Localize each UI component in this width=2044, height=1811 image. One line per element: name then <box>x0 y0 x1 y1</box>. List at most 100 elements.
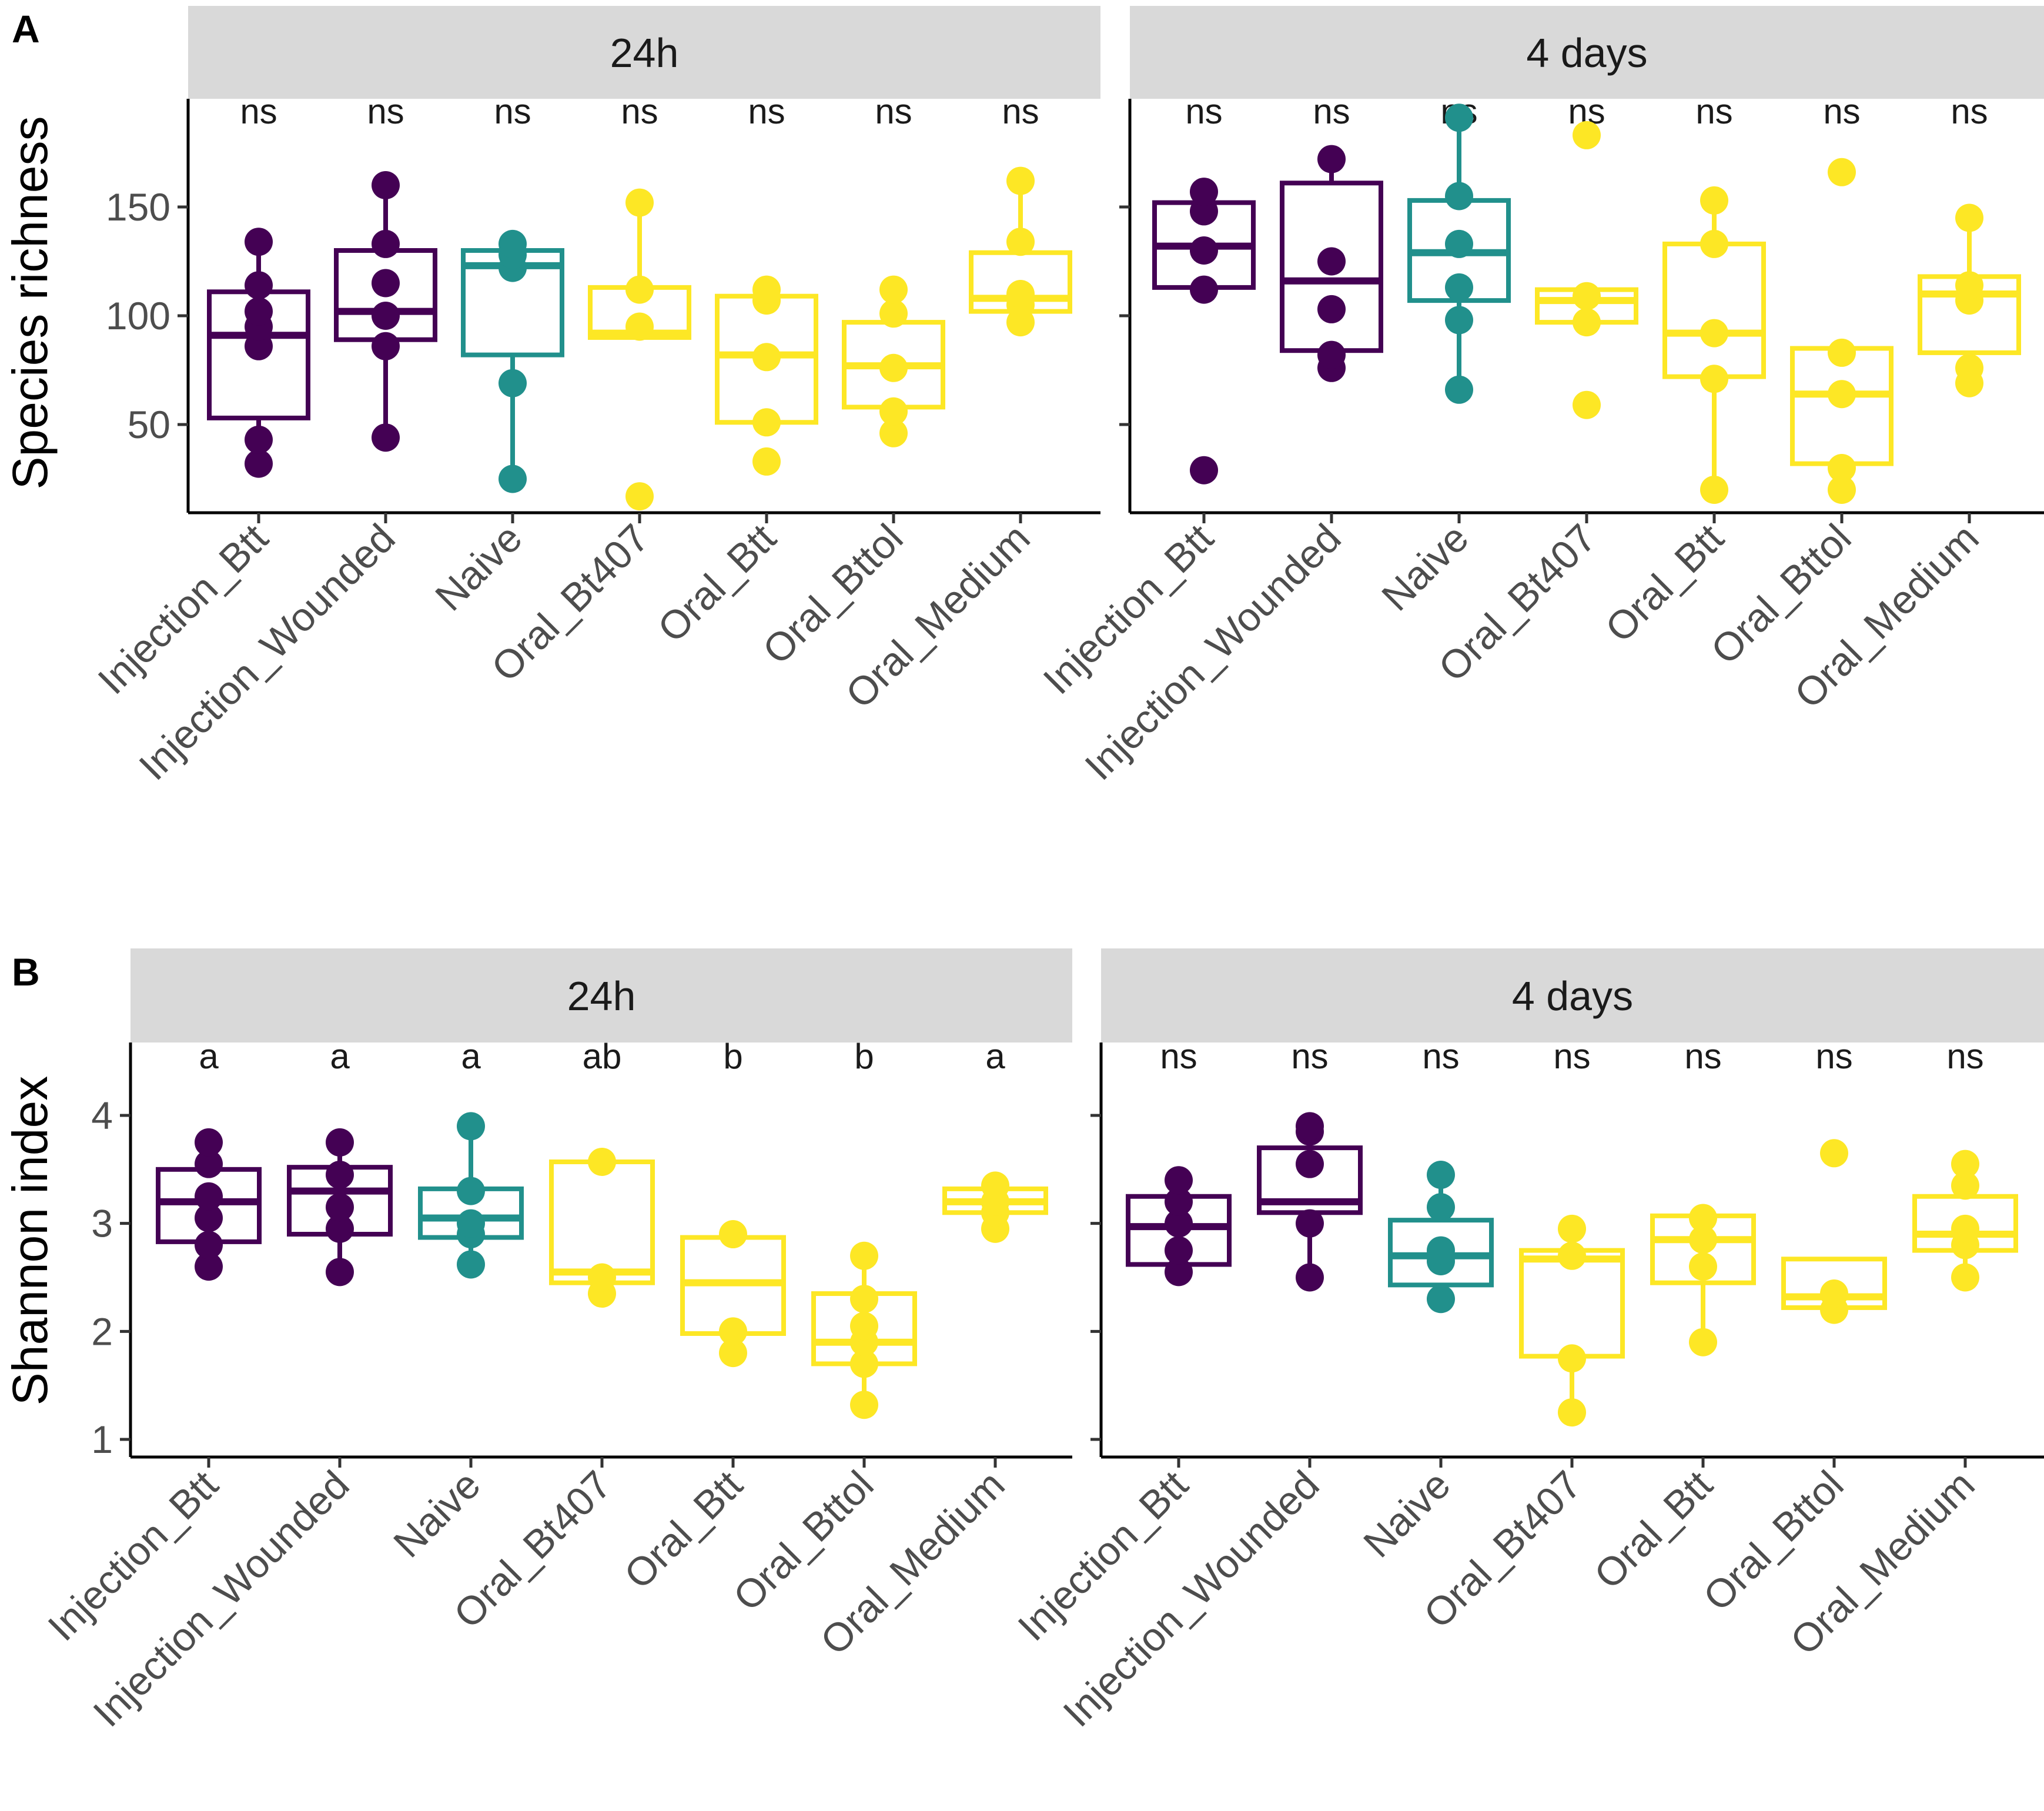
data-point-B-24h-Oral_Bt407-1 <box>588 1263 616 1292</box>
data-point-A-4-days-Oral_Btt-2 <box>1700 319 1728 348</box>
data-point-A-4-days-Naive-3 <box>1445 229 1473 258</box>
x-tick-label-A-4-days-Oral_Btt: Oral_Btt <box>1597 516 1732 651</box>
significance-label-A-24h-Injection_Btt: ns <box>240 92 277 131</box>
data-point-A-4-days-Oral_Bt407-2 <box>1573 282 1601 310</box>
data-point-B-4-days-Injection_Wounded-2 <box>1296 1150 1324 1178</box>
facet-strip-label-A-4-days: 4 days <box>1526 30 1647 76</box>
data-point-A-24h-Oral_Bttol-4 <box>879 275 908 304</box>
data-point-A-24h-Oral_Bt407-1 <box>625 312 654 341</box>
data-point-A-24h-Injection_Btt-0 <box>245 449 273 478</box>
facet-strip-label-A-24h: 24h <box>610 30 679 76</box>
data-point-B-4-days-Naive-0 <box>1427 1285 1455 1314</box>
data-point-B-4-days-Injection_Btt-2 <box>1165 1209 1193 1238</box>
data-point-B-4-days-Naive-2 <box>1427 1236 1455 1265</box>
data-point-A-24h-Injection_Btt-1 <box>245 425 273 454</box>
data-point-B-24h-Injection_Wounded-4 <box>326 1128 354 1157</box>
data-point-A-4-days-Oral_Bttol-2 <box>1828 380 1856 409</box>
y-tick-label-3: 3 <box>91 1202 113 1245</box>
significance-label-A-24h-Naive: ns <box>494 92 531 131</box>
y-axis-title: Shannon index <box>2 1076 58 1405</box>
significance-label-B-4-days-Oral_Btt: ns <box>1684 1037 1721 1076</box>
x-tick-label-A-4-days-Injection_Wounded: Injection_Wounded <box>1076 516 1350 789</box>
data-point-A-4-days-Naive-2 <box>1445 273 1473 302</box>
data-point-B-4-days-Naive-4 <box>1427 1161 1455 1189</box>
data-point-B-24h-Oral_Btt-1 <box>719 1317 747 1346</box>
x-tick-label-B-24h-Naive: Naive <box>385 1462 489 1566</box>
data-point-B-24h-Naive-3 <box>457 1177 485 1205</box>
x-tick-label-A-24h-Naive: Naive <box>427 516 531 620</box>
significance-label-B-24h-Oral_Medium: a <box>985 1037 1005 1076</box>
data-point-B-4-days-Naive-3 <box>1427 1193 1455 1222</box>
data-point-A-4-days-Injection_Wounded-3 <box>1317 247 1346 276</box>
data-point-B-4-days-Oral_Bttol-2 <box>1820 1139 1848 1168</box>
data-point-A-24h-Oral_Btt-2 <box>752 343 781 372</box>
data-point-B-4-days-Injection_Btt-1 <box>1165 1236 1193 1265</box>
data-point-A-4-days-Naive-4 <box>1445 182 1473 210</box>
data-point-A-24h-Oral_Bttol-2 <box>879 353 908 382</box>
data-point-A-24h-Injection_Wounded-2 <box>372 302 400 330</box>
facet-strip-B-4-days <box>1101 948 2044 1043</box>
box-A-4-days-Oral_Btt <box>1662 241 1766 379</box>
data-point-A-4-days-Oral_Bt407-1 <box>1573 308 1601 337</box>
data-point-A-24h-Injection_Wounded-0 <box>372 423 400 452</box>
significance-label-A-24h-Oral_Btt: ns <box>748 92 785 131</box>
data-point-B-24h-Injection_Btt-0 <box>195 1252 223 1281</box>
data-point-B-4-days-Injection_Wounded-1 <box>1296 1209 1324 1238</box>
data-point-A-24h-Injection_Wounded-1 <box>372 332 400 360</box>
data-point-A-24h-Injection_Wounded-4 <box>372 229 400 258</box>
data-point-A-24h-Injection_Wounded-3 <box>372 269 400 298</box>
data-point-A-4-days-Oral_Btt-1 <box>1700 365 1728 393</box>
significance-label-B-4-days-Injection_Btt: ns <box>1160 1037 1197 1076</box>
data-point-B-24h-Oral_Bttol-3 <box>850 1312 878 1341</box>
significance-label-B-4-days-Naive: ns <box>1422 1037 1459 1076</box>
data-point-A-24h-Oral_Btt-0 <box>752 447 781 476</box>
data-point-B-24h-Oral_Bttol-0 <box>850 1391 878 1419</box>
data-point-A-4-days-Oral_Bt407-3 <box>1573 121 1601 149</box>
significance-label-A-24h-Oral_Medium: ns <box>1002 92 1039 131</box>
data-point-A-24h-Injection_Btt-6 <box>245 228 273 256</box>
data-point-A-4-days-Oral_Bttol-0 <box>1828 476 1856 504</box>
significance-label-A-24h-Oral_Bt407: ns <box>621 92 658 131</box>
data-point-A-4-days-Injection_Wounded-2 <box>1317 295 1346 323</box>
data-point-B-4-days-Oral_Bt407-2 <box>1558 1241 1586 1270</box>
data-point-A-4-days-Oral_Btt-0 <box>1700 476 1728 504</box>
data-point-B-4-days-Oral_Btt-1 <box>1689 1252 1717 1281</box>
significance-label-B-4-days-Oral_Bttol: ns <box>1815 1037 1852 1076</box>
x-tick-label-B-4-days-Naive: Naive <box>1355 1462 1459 1566</box>
data-point-A-24h-Oral_Bttol-1 <box>879 397 908 426</box>
significance-label-A-4-days-Oral_Medium: ns <box>1951 92 1988 131</box>
significance-label-A-4-days-Injection_Wounded: ns <box>1313 92 1350 131</box>
facet-strip-B-24h <box>131 948 1072 1043</box>
data-point-A-24h-Naive-0 <box>499 465 527 493</box>
data-point-B-24h-Oral_Btt-2 <box>719 1220 747 1249</box>
data-point-B-24h-Injection_Btt-4 <box>195 1150 223 1178</box>
data-point-B-24h-Oral_Btt-0 <box>719 1339 747 1368</box>
data-point-A-24h-Injection_Wounded-5 <box>372 171 400 199</box>
data-point-B-24h-Naive-4 <box>457 1112 485 1141</box>
data-point-B-4-days-Oral_Medium-2 <box>1951 1214 1979 1243</box>
data-point-B-4-days-Oral_Medium-0 <box>1951 1263 1979 1292</box>
data-point-A-4-days-Oral_Medium-1 <box>1955 353 1983 382</box>
data-point-A-24h-Oral_Medium-3 <box>1006 228 1035 256</box>
data-point-B-24h-Oral_Bttol-5 <box>850 1241 878 1270</box>
significance-label-B-24h-Injection_Wounded: a <box>330 1037 350 1076</box>
significance-label-B-24h-Oral_Bttol: b <box>854 1037 874 1076</box>
significance-label-A-4-days-Injection_Btt: ns <box>1185 92 1222 131</box>
data-point-A-24h-Oral_Bt407-2 <box>625 275 654 304</box>
data-point-B-24h-Injection_Btt-1 <box>195 1231 223 1259</box>
data-point-A-4-days-Naive-1 <box>1445 306 1473 335</box>
data-point-B-24h-Oral_Medium-3 <box>981 1171 1009 1200</box>
data-point-A-24h-Oral_Medium-4 <box>1006 166 1035 195</box>
y-tick-label-1: 1 <box>91 1418 113 1461</box>
data-point-A-4-days-Oral_Bttol-3 <box>1828 338 1856 367</box>
significance-label-A-24h-Oral_Bttol: ns <box>875 92 912 131</box>
significance-label-B-4-days-Oral_Medium: ns <box>1946 1037 1983 1076</box>
data-point-A-4-days-Oral_Bttol-1 <box>1828 454 1856 482</box>
data-point-B-4-days-Oral_Bttol-1 <box>1820 1279 1848 1308</box>
data-point-A-4-days-Injection_Btt-0 <box>1190 456 1218 485</box>
data-point-A-24h-Oral_Btt-4 <box>752 275 781 304</box>
data-point-B-24h-Injection_Wounded-3 <box>326 1161 354 1189</box>
x-tick-label-B-24h-Injection_Wounded: Injection_Wounded <box>85 1462 358 1736</box>
data-point-B-4-days-Oral_Bt407-3 <box>1558 1214 1586 1243</box>
x-tick-label-A-4-days-Naive: Naive <box>1373 516 1477 620</box>
